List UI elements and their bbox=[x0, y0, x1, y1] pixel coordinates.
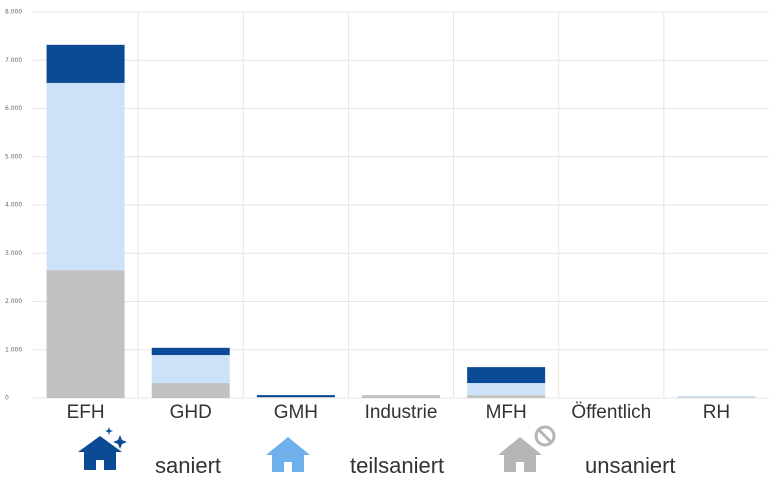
bar-segment bbox=[362, 395, 440, 398]
bar-segment bbox=[151, 347, 230, 356]
y-tick-label: 4.000 bbox=[5, 202, 22, 209]
bar-segment bbox=[46, 270, 125, 398]
bar-segment bbox=[467, 383, 546, 396]
x-tick-label: GHD bbox=[170, 402, 212, 423]
y-tick-label: 2.000 bbox=[5, 298, 22, 305]
bar-segment bbox=[151, 383, 230, 398]
bar-segment bbox=[151, 355, 230, 384]
bar-segment bbox=[46, 82, 125, 271]
bar-segment bbox=[467, 395, 546, 398]
x-tick-label: Industrie bbox=[365, 402, 438, 423]
legend-label: saniert bbox=[155, 453, 221, 478]
legend-label: unsaniert bbox=[585, 453, 676, 478]
y-tick-label: 8.000 bbox=[5, 9, 22, 16]
x-tick-label: MFH bbox=[486, 402, 527, 423]
x-tick-label: EFH bbox=[67, 402, 105, 423]
x-tick-label: RH bbox=[703, 402, 730, 423]
bar-segment bbox=[467, 367, 546, 384]
y-tick-label: 6.000 bbox=[5, 105, 22, 112]
x-tick-label: GMH bbox=[274, 402, 318, 423]
legend-icon-teilsaniert bbox=[266, 437, 310, 472]
y-tick-label: 0 bbox=[5, 395, 9, 402]
bar-segment bbox=[256, 395, 335, 398]
y-tick-label: 3.000 bbox=[5, 250, 22, 257]
y-tick-label: 1.000 bbox=[5, 346, 22, 353]
x-tick-label: Öffentlich bbox=[571, 402, 651, 423]
bar-segment bbox=[677, 396, 756, 398]
legend-icon-saniert bbox=[78, 427, 127, 470]
bar-segment bbox=[46, 44, 125, 83]
legend-icon-unsaniert bbox=[498, 425, 556, 472]
legend-label: teilsaniert bbox=[350, 453, 444, 478]
y-tick-label: 5.000 bbox=[5, 153, 22, 160]
y-tick-label: 7.000 bbox=[5, 57, 22, 64]
